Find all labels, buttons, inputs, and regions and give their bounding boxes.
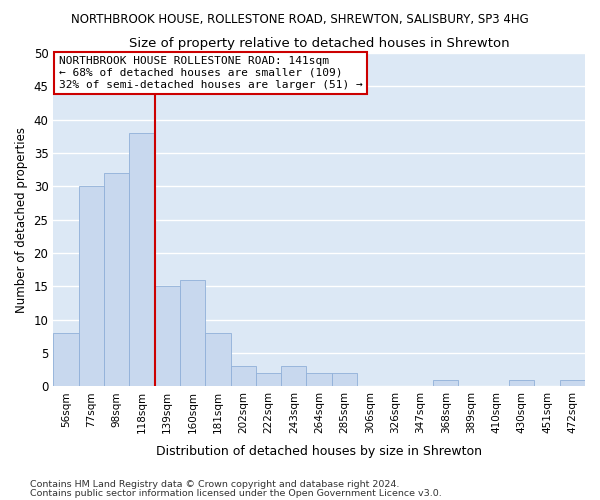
Bar bbox=[230, 366, 256, 386]
Text: NORTHBROOK HOUSE ROLLESTONE ROAD: 141sqm
← 68% of detached houses are smaller (1: NORTHBROOK HOUSE ROLLESTONE ROAD: 141sqm… bbox=[59, 56, 362, 90]
Bar bbox=[332, 373, 357, 386]
Bar bbox=[509, 380, 535, 386]
Bar bbox=[53, 333, 79, 386]
Text: NORTHBROOK HOUSE, ROLLESTONE ROAD, SHREWTON, SALISBURY, SP3 4HG: NORTHBROOK HOUSE, ROLLESTONE ROAD, SHREW… bbox=[71, 12, 529, 26]
Bar bbox=[307, 373, 332, 386]
Text: Contains public sector information licensed under the Open Government Licence v3: Contains public sector information licen… bbox=[30, 489, 442, 498]
Bar bbox=[104, 173, 129, 386]
Bar bbox=[180, 280, 205, 386]
Bar bbox=[433, 380, 458, 386]
Y-axis label: Number of detached properties: Number of detached properties bbox=[15, 126, 28, 312]
Bar bbox=[205, 333, 230, 386]
Bar bbox=[560, 380, 585, 386]
Bar bbox=[79, 186, 104, 386]
Text: Contains HM Land Registry data © Crown copyright and database right 2024.: Contains HM Land Registry data © Crown c… bbox=[30, 480, 400, 489]
Bar bbox=[281, 366, 307, 386]
X-axis label: Distribution of detached houses by size in Shrewton: Distribution of detached houses by size … bbox=[156, 444, 482, 458]
Bar bbox=[129, 133, 155, 386]
Bar bbox=[155, 286, 180, 386]
Title: Size of property relative to detached houses in Shrewton: Size of property relative to detached ho… bbox=[129, 38, 509, 51]
Bar bbox=[256, 373, 281, 386]
